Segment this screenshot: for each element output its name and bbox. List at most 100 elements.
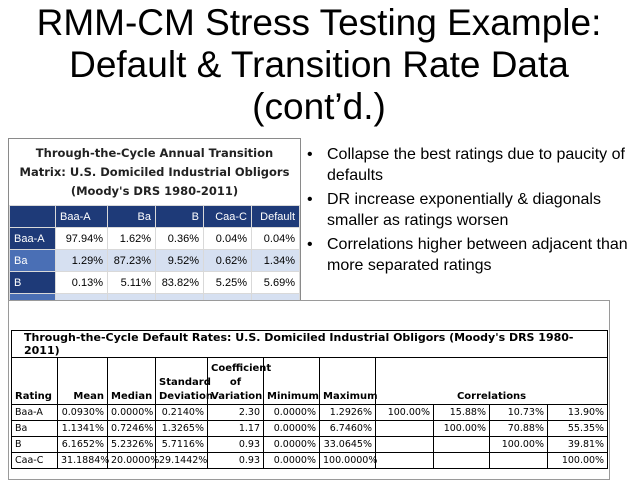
title-line-2: Default & Transition Rate Data xyxy=(69,44,569,85)
median-cell: 20.0000% xyxy=(107,452,159,469)
corr-cell xyxy=(433,452,490,469)
std-cell: 0.2140% xyxy=(155,404,208,421)
max-cell: 100.0000% xyxy=(319,452,377,469)
table-row: Ba 1.29% 87.23% 9.52% 0.62% 1.34% xyxy=(9,249,300,272)
corr-cell: 15.88% xyxy=(433,404,490,421)
corr-cell: 70.88% xyxy=(489,420,548,437)
corr-cell xyxy=(489,452,548,469)
median-cell: 0.7246% xyxy=(107,420,156,437)
slide-title: RMM-CM Stress Testing Example: Default &… xyxy=(0,2,638,128)
column-header: Caa-C xyxy=(203,205,252,228)
std-cell: 5.7116% xyxy=(155,436,208,453)
matrix-cell: 0.36% xyxy=(155,227,204,250)
title-line-3: (cont’d.) xyxy=(252,86,386,127)
bullet-text: Collapse the best ratings due to paucity… xyxy=(327,146,625,184)
matrix-cell: 9.52% xyxy=(155,249,204,272)
default-rates-caption: Through-the-Cycle Default Rates: U.S. Do… xyxy=(10,330,609,358)
row-header: Baa-A xyxy=(9,227,56,250)
row-header: Ba xyxy=(9,249,56,272)
corr-cell xyxy=(375,452,434,469)
min-cell: 0.0000% xyxy=(263,420,320,437)
cov-cell: 0.93 xyxy=(207,436,264,453)
corr-cell xyxy=(375,436,434,453)
column-header-correlations: Correlations xyxy=(374,357,609,405)
corr-cell: 10.73% xyxy=(489,404,548,421)
bullet-text: Correlations higher between adjacent tha… xyxy=(327,236,628,274)
table-row: Ba 1.1341% 0.7246% 1.3265% 1.17 0.0000% … xyxy=(11,420,609,437)
mean-cell: 1.1341% xyxy=(57,420,108,437)
column-header: Baa-A xyxy=(55,205,108,228)
rating-cell: Ba xyxy=(11,420,58,437)
table-row: B 6.1652% 5.2326% 5.7116% 0.93 0.0000% 3… xyxy=(11,436,609,453)
bullet-dot-icon: • xyxy=(307,236,313,253)
max-cell: 1.2926% xyxy=(319,404,376,421)
min-cell: 0.0000% xyxy=(263,452,320,469)
table-header-row: Rating Mean Median Standard Deviation Co… xyxy=(11,357,609,405)
table-caption-row: Through-the-Cycle Default Rates: U.S. Do… xyxy=(10,330,609,358)
matrix-cell: 0.62% xyxy=(203,249,252,272)
std-cell: 29.1442% xyxy=(155,452,208,469)
caption-line: Matrix: U.S. Domiciled Industrial Obligo… xyxy=(19,164,290,179)
default-rates-panel: Through-the-Cycle Default Rates: U.S. Do… xyxy=(8,300,610,480)
min-cell: 0.0000% xyxy=(263,404,320,421)
column-header-maximum: Maximum xyxy=(319,357,378,405)
matrix-cell: 1.29% xyxy=(55,249,108,272)
default-rates-table: Through-the-Cycle Default Rates: U.S. Do… xyxy=(10,330,609,469)
max-cell: 6.7460% xyxy=(319,420,376,437)
corr-cell: 13.90% xyxy=(546,404,609,421)
min-cell: 0.0000% xyxy=(263,436,320,453)
median-cell: 0.0000% xyxy=(107,404,156,421)
caption-line: (Moody's DRS 1980-2011) xyxy=(70,183,239,198)
rating-cell: B xyxy=(11,436,58,453)
header-line: of xyxy=(229,377,242,388)
header-line: Coefficient xyxy=(211,363,272,374)
corner-cell xyxy=(9,205,56,228)
row-header: B xyxy=(9,271,56,294)
table-row: Baa-A 0.0930% 0.0000% 0.2140% 2.30 0.000… xyxy=(11,404,609,421)
matrix-cell: 0.13% xyxy=(55,271,108,294)
table-row: Caa-C 31.1884% 20.0000% 29.1442% 0.93 0.… xyxy=(11,452,609,469)
mean-cell: 6.1652% xyxy=(57,436,108,453)
matrix-cell: 1.62% xyxy=(107,227,156,250)
cov-cell: 1.17 xyxy=(207,420,264,437)
corr-cell xyxy=(375,420,434,437)
bullet-item: • Correlations higher between adjacent t… xyxy=(305,234,635,276)
column-header-minimum: Minimum xyxy=(263,357,320,405)
matrix-cell: 0.04% xyxy=(251,227,300,250)
corr-cell: 39.81% xyxy=(546,436,609,453)
matrix-cell: 87.23% xyxy=(107,249,156,272)
caption-line: Through-the-Cycle Annual Transition xyxy=(35,145,274,160)
matrix-cell: 97.94% xyxy=(55,227,108,250)
corr-cell xyxy=(433,436,490,453)
corr-cell: 100.00% xyxy=(546,452,609,469)
matrix-cell: 5.69% xyxy=(251,271,300,294)
mean-cell: 31.1884% xyxy=(57,452,109,469)
cov-cell: 0.93 xyxy=(207,452,264,469)
column-header-mean: Mean xyxy=(57,357,108,405)
column-header-std-dev: Standard Deviation xyxy=(155,357,213,405)
column-header: Ba xyxy=(107,205,156,228)
matrix-cell: 5.11% xyxy=(107,271,156,294)
column-header: B xyxy=(155,205,204,228)
bullet-list: • Collapse the best ratings due to pauci… xyxy=(305,144,635,279)
column-header-median: Median xyxy=(107,357,156,405)
rating-cell: Baa-A xyxy=(11,404,58,421)
column-header-rating: Rating xyxy=(11,357,58,405)
transition-matrix-caption: Through-the-Cycle Annual Transition Matr… xyxy=(9,139,300,205)
header-line: Variation xyxy=(211,391,263,402)
header-line: Standard xyxy=(159,377,211,388)
bullet-dot-icon: • xyxy=(307,191,313,208)
bullet-item: • Collapse the best ratings due to pauci… xyxy=(305,144,635,186)
transition-matrix-panel: Through-the-Cycle Annual Transition Matr… xyxy=(8,138,301,317)
matrix-cell: 5.25% xyxy=(203,271,252,294)
table-row: B 0.13% 5.11% 83.82% 5.25% 5.69% xyxy=(9,271,300,294)
matrix-cell: 0.04% xyxy=(203,227,252,250)
rating-cell: Caa-C xyxy=(11,452,58,469)
table-row: Baa-A 97.94% 1.62% 0.36% 0.04% 0.04% xyxy=(9,227,300,250)
matrix-cell: 1.34% xyxy=(251,249,300,272)
column-header-cov: Coefficient of Variation xyxy=(207,357,272,405)
std-cell: 1.3265% xyxy=(155,420,208,437)
title-line-1: RMM-CM Stress Testing Example: xyxy=(36,2,602,43)
bullet-item: • DR increase exponentially & diagonals … xyxy=(305,189,635,231)
mean-cell: 0.0930% xyxy=(57,404,108,421)
